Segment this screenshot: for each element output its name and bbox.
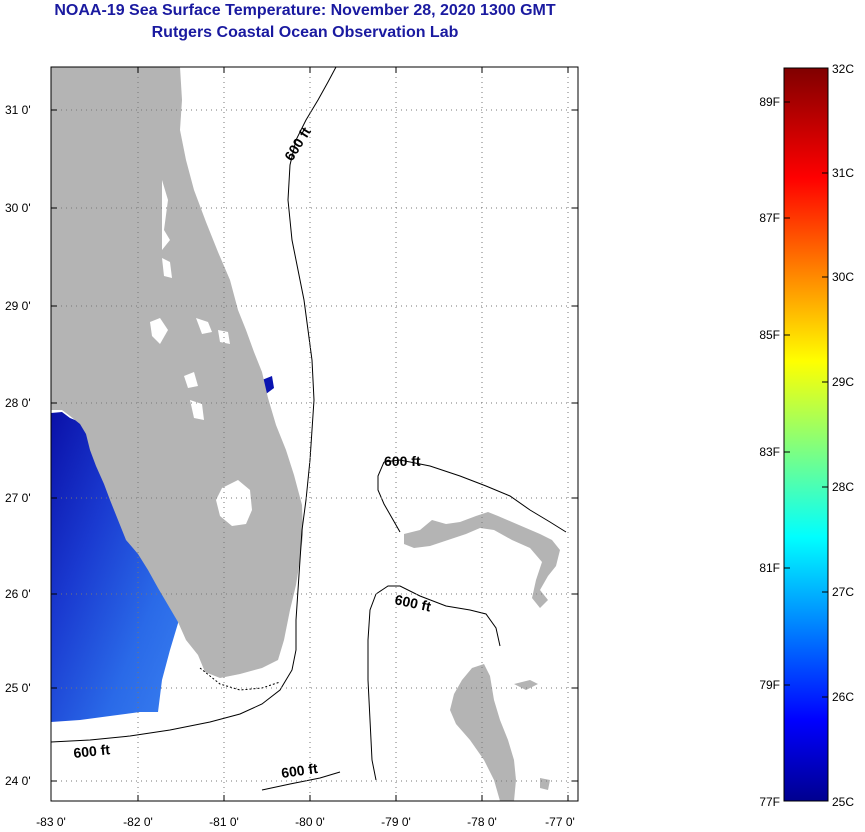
- map-frame: [50, 66, 579, 802]
- map-title: NOAA-19 Sea Surface Temperature: Novembe…: [0, 0, 610, 44]
- lake: [190, 400, 204, 420]
- contour-label: 600 ft: [384, 453, 421, 469]
- lon-label: -83 0': [36, 815, 66, 829]
- lon-label: -80 0': [295, 815, 325, 829]
- grand-bahama-land: [404, 512, 560, 608]
- river: [162, 180, 170, 250]
- contour-label: 600 ft: [393, 591, 432, 614]
- lake: [184, 372, 198, 388]
- island: [514, 680, 538, 690]
- andros-land: [450, 664, 516, 801]
- contour-label: 600 ft: [73, 741, 111, 761]
- lon-label: -78 0': [467, 815, 497, 829]
- contour-label: 600 ft: [280, 760, 319, 781]
- contour-600ft-keys: [261, 771, 341, 791]
- lat-label: 26 0': [5, 587, 31, 601]
- lake: [162, 258, 172, 278]
- lon-label: -81 0': [209, 815, 239, 829]
- lat-label: 29 0': [5, 299, 31, 313]
- title-line-2: Rutgers Coastal Ocean Observation Lab: [151, 24, 459, 41]
- lon-label: -77 0': [545, 815, 575, 829]
- contour-600ft-florida: [51, 67, 337, 743]
- island: [540, 778, 550, 790]
- lat-label: 31 0': [5, 103, 31, 117]
- lat-label: 24 0': [5, 774, 31, 788]
- lat-label: 28 0': [5, 396, 31, 410]
- lat-label: 25 0': [5, 681, 31, 695]
- lake-okeechobee: [216, 480, 252, 526]
- lake: [196, 318, 212, 334]
- lon-label: -79 0': [381, 815, 411, 829]
- axis-ticks: [51, 67, 578, 801]
- lake: [150, 318, 168, 344]
- title-line-1: NOAA-19 Sea Surface Temperature: Novembe…: [54, 2, 556, 19]
- florida-land: [51, 67, 303, 678]
- lat-label: 30 0': [5, 201, 31, 215]
- florida-keys: [199, 667, 281, 691]
- lat-label: 27 0': [5, 491, 31, 505]
- contour-600ft-bahamas-north: [377, 459, 567, 533]
- sst-data-region: [51, 412, 182, 722]
- contour-600ft-bahamas-south: [367, 585, 501, 781]
- lon-label: -82 0': [123, 815, 153, 829]
